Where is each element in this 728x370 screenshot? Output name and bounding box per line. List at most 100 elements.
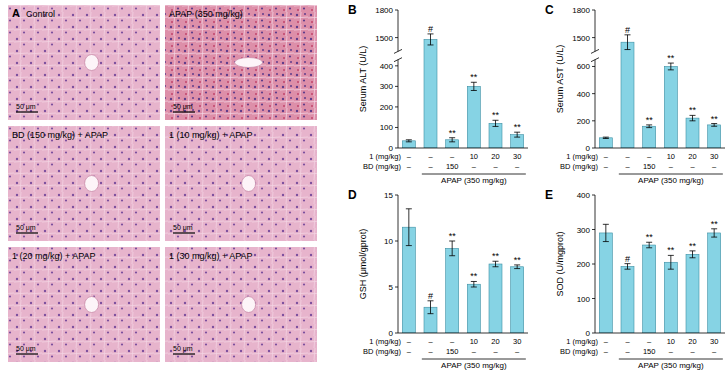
error-cap [514,137,520,138]
error-bar [449,138,455,142]
tissue [165,5,317,120]
error-cap [646,247,652,248]
x-row-value: – [450,337,455,346]
scale-bar-label: 50 μm [173,224,193,232]
x-row-label: BD (mg/kg) [363,347,401,356]
y-tick-label: 300 [380,82,394,91]
x-row-value: – [428,152,433,161]
marks [402,209,523,333]
y-tick [592,229,595,230]
error-cap [471,90,477,91]
x-row-value: – [712,347,717,356]
x-axis-line [595,148,725,149]
chart: BSerum ALT (U/L)#********010020030040015… [348,3,528,185]
bar [467,86,480,148]
error-line [452,138,453,142]
x-row-value: – [669,162,674,171]
panel-letter: D [348,188,357,202]
y-axis-label: SOD (U/mgprot) [555,231,565,296]
x-axis-line [398,148,528,149]
scale-bar [173,232,195,233]
error-cap [711,237,717,238]
x-row-value: – [625,337,630,346]
image-label: 1 (20 mg/kg) + APAP [12,251,96,261]
axis-break [394,49,402,53]
scale-bar-label: 50 μm [16,345,36,353]
tissue [8,247,160,362]
scale-bar [16,353,38,354]
error-bar [603,224,609,241]
x-row-label: BD (mg/kg) [560,162,598,171]
x-row-value: – [407,152,412,161]
significance: ** [689,241,697,251]
bar [621,42,634,148]
error-cap [428,44,434,45]
significance: ** [711,219,719,229]
x-row-value: – [472,347,477,356]
x-row-value: 10 [470,337,478,346]
y-tick-label: 100 [577,295,591,304]
image-label: BD (150 mg/kg) + APAP [12,130,108,140]
error-line [495,261,496,267]
histology-image: 1 (30 mg/kg) + APAP50 μm [165,247,317,362]
significance: ** [514,255,522,265]
x-row-label: BD (mg/kg) [560,347,598,356]
significance: ** [470,72,478,82]
group-line [422,174,526,175]
x-row-value: – [712,162,717,171]
error-cap [668,69,674,70]
x-row-value: – [690,347,695,356]
error-bar [406,140,412,142]
error-bar [514,265,520,269]
error-cap [603,138,609,139]
bar [686,118,699,148]
error-bar [711,229,717,237]
x-row-label: 1 (mg/kg) [369,337,401,346]
error-line [649,125,650,128]
x-row-value: 20 [688,152,696,161]
significance: # [428,24,433,34]
image-label: APAP (350 mg/kg) [169,9,243,19]
x-row-value: 10 [667,152,675,161]
group-line [422,359,526,360]
y-tick [395,127,398,128]
vessel [85,297,99,313]
x-row-value: – [604,337,609,346]
error-bar [449,241,455,256]
y-tick [395,86,398,87]
bar [708,233,721,333]
significance: ** [667,245,675,255]
error-line [627,264,628,270]
bar [686,254,699,333]
group-label: APAP (350 mg/kg) [638,176,704,185]
error-line [692,251,693,258]
error-bar [471,281,477,287]
panel-letter: C [545,3,554,17]
error-line [495,120,496,126]
panel-letter: B [348,3,357,17]
x-row-value: 150 [446,162,459,171]
error-line [517,265,518,269]
significance: # [625,25,630,35]
bar [489,264,502,333]
scale-bar [173,353,195,354]
x-row-value: – [604,347,609,356]
y-tick [592,37,595,38]
x-row-value: – [407,347,412,356]
vessel [235,58,263,68]
error-bar [471,82,477,90]
scale-bar-label: 50 μm [173,345,193,353]
y-tick-label: 1800 [375,6,393,15]
error-bar [493,261,499,267]
y-tick [592,333,595,334]
chart: ESOD (U/mgprot)#********01002003004001 (… [545,188,725,370]
y-tick-label: 400 [577,191,591,200]
histology-image: 1 (10 mg/kg) + APAP50 μm [165,126,317,241]
error-line [473,82,474,90]
vessel [242,176,256,192]
panel-letter: A [12,7,20,19]
tissue [8,126,160,241]
y-axis-label: GSH (μmol/gprot) [358,229,368,300]
x-row-value: – [428,337,433,346]
bar [489,123,502,148]
